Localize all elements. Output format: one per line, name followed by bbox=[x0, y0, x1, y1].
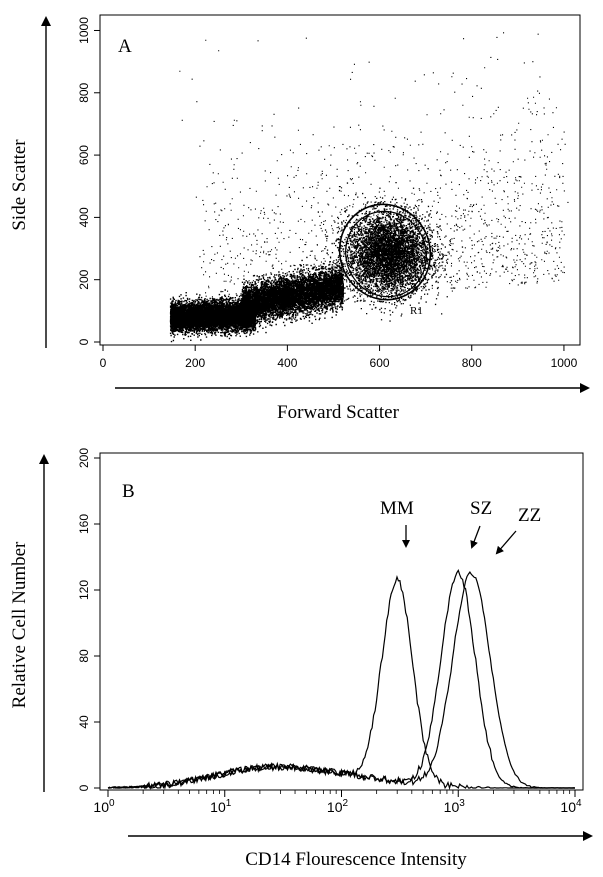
plot-frame-b bbox=[99, 452, 584, 791]
y-axis-title-a: Side Scatter bbox=[9, 139, 30, 231]
x-tick-label: 104 bbox=[560, 798, 582, 815]
y-tick-label: 400 bbox=[77, 207, 91, 227]
gate-label-r1: R1 bbox=[410, 305, 423, 317]
annotation-mm: MM bbox=[380, 498, 414, 519]
x-tick-label: 1000 bbox=[551, 356, 578, 370]
x-tick-label: 400 bbox=[277, 356, 297, 370]
histogram-curve-zz bbox=[107, 571, 576, 790]
y-tick-label: 800 bbox=[77, 82, 91, 102]
panel-a: A R1 0 200 400 600 800 1000 0 200 400 600 800 1000… bbox=[9, 14, 590, 423]
plot-frame-a bbox=[99, 14, 581, 346]
gate-r1-inner bbox=[345, 210, 427, 298]
panel-label-a: A bbox=[118, 36, 132, 57]
y-tick-label: 600 bbox=[77, 145, 91, 165]
x-tick-label: 100 bbox=[93, 798, 115, 815]
histogram-curves bbox=[107, 568, 576, 791]
y-axis-title-b: Relative Cell Number bbox=[9, 541, 30, 708]
x-tick-label: 200 bbox=[185, 356, 205, 370]
histogram-curve-mm bbox=[108, 575, 575, 791]
annotation-sz: SZ bbox=[470, 498, 492, 519]
x-axis-ticks-b: 100 101 102 103 104 bbox=[93, 790, 582, 815]
x-axis-title-a: Forward Scatter bbox=[277, 402, 400, 423]
gate-r1-outer bbox=[338, 203, 432, 301]
panel-label-b: B bbox=[122, 481, 135, 502]
scatter-dots bbox=[169, 32, 569, 343]
y-tick-label: 40 bbox=[77, 715, 91, 729]
annotation-arrow-sz bbox=[470, 525, 481, 549]
annotation-arrow-zz bbox=[495, 530, 517, 555]
x-tick-label: 0 bbox=[100, 356, 107, 370]
panel-b: B 100 101 102 103 104 0 40 80 120 160 200 MM SZ Z… bbox=[9, 448, 593, 870]
y-axis-ticks-a: 0 200 400 600 800 1000 bbox=[77, 17, 100, 345]
y-tick-label: 1000 bbox=[77, 17, 91, 44]
annotation-zz: ZZ bbox=[518, 505, 541, 526]
x-tick-label: 800 bbox=[462, 356, 482, 370]
y-tick-label: 200 bbox=[77, 448, 91, 468]
y-tick-label: 80 bbox=[77, 649, 91, 663]
x-tick-label: 102 bbox=[327, 798, 349, 815]
y-tick-label: 120 bbox=[77, 580, 91, 600]
y-axis-ticks-b: 0 40 80 120 160 200 bbox=[77, 448, 100, 791]
scatter-points bbox=[169, 32, 569, 343]
y-tick-label: 0 bbox=[77, 338, 91, 345]
y-tick-label: 160 bbox=[77, 514, 91, 534]
y-tick-label: 0 bbox=[77, 784, 91, 791]
x-axis-ticks-a: 0 200 400 600 800 1000 bbox=[100, 345, 578, 370]
x-tick-label: 600 bbox=[370, 356, 390, 370]
x-tick-label: 103 bbox=[444, 798, 466, 815]
x-tick-label: 101 bbox=[210, 798, 232, 815]
histogram-curve-sz bbox=[108, 568, 576, 790]
y-tick-label: 200 bbox=[77, 269, 91, 289]
x-axis-title-b: CD14 Flourescence Intensity bbox=[245, 849, 467, 870]
